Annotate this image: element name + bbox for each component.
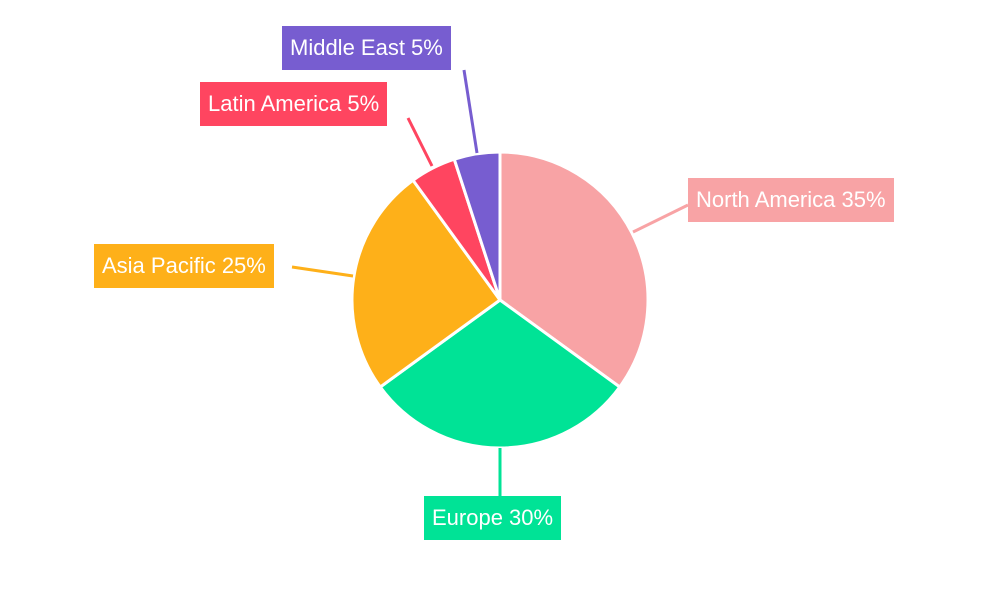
data-label: North America 35% [688, 178, 894, 222]
data-label: Middle East 5% [282, 26, 451, 70]
data-label: Latin America 5% [200, 82, 388, 126]
leader-line [632, 203, 689, 234]
pie-slice-middle-east[interactable] [452, 150, 502, 301]
pie-slice-europe[interactable] [378, 298, 622, 450]
leader-line [291, 265, 354, 278]
pie-slice-north-america[interactable] [498, 150, 650, 390]
data-label: Europe 30% [424, 496, 562, 540]
pie-slice-asia-pacific[interactable] [350, 178, 503, 390]
leader-line [462, 69, 479, 154]
leader-line [406, 117, 434, 167]
data-label: Asia Pacific 25% [94, 244, 274, 288]
